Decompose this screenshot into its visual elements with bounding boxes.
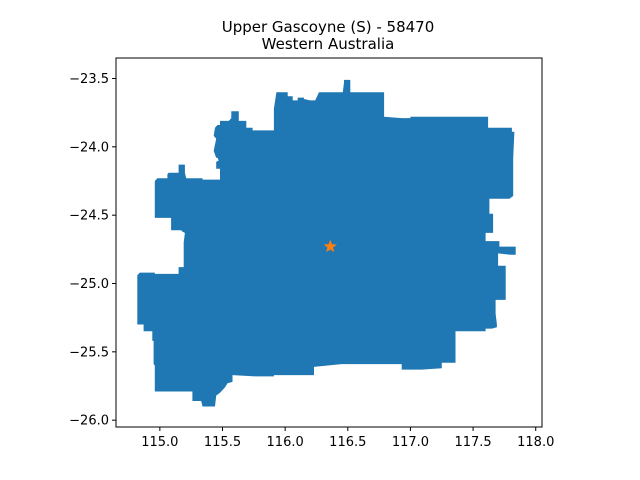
- x-tick-label: 116.5: [329, 435, 366, 450]
- chart-subtitle: Western Australia: [262, 35, 395, 53]
- y-tick-label: −24.0: [69, 140, 109, 155]
- x-tick-label: 117.0: [392, 435, 429, 450]
- x-tick-label: 116.0: [267, 435, 304, 450]
- y-tick-label: −23.5: [69, 72, 109, 87]
- axes-frame: [115, 57, 543, 428]
- x-tick-label: 118.0: [517, 435, 554, 450]
- chart-title: Upper Gascoyne (S) - 58470: [222, 18, 435, 36]
- x-tick-label: 115.5: [204, 435, 241, 450]
- x-axis: 115.0 115.5 116.0 116.5 117.0 117.5 118.0: [141, 427, 554, 450]
- y-axis: −23.5 −24.0 −24.5 −25.0 −25.5 −26.0: [69, 72, 116, 429]
- x-tick-label: 117.5: [454, 435, 491, 450]
- marker-star: [323, 239, 337, 253]
- y-tick-label: −24.5: [69, 209, 109, 224]
- region-shape: [137, 79, 516, 407]
- y-tick-label: −25.0: [69, 277, 109, 292]
- x-tick-label: 115.0: [141, 435, 178, 450]
- y-tick-label: −25.5: [69, 345, 109, 360]
- y-tick-label: −26.0: [69, 414, 109, 429]
